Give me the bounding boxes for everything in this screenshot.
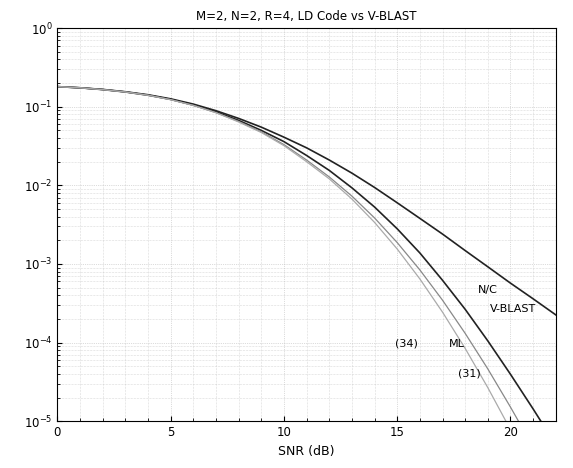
Text: ML: ML <box>449 339 465 349</box>
Title: M=2, N=2, R=4, LD Code vs V-BLAST: M=2, N=2, R=4, LD Code vs V-BLAST <box>197 10 417 23</box>
Text: N/C: N/C <box>478 285 497 295</box>
Text: (34): (34) <box>395 338 418 348</box>
Text: (31): (31) <box>458 369 481 379</box>
Text: V-BLAST: V-BLAST <box>490 304 536 314</box>
X-axis label: SNR (dB): SNR (dB) <box>278 445 335 458</box>
